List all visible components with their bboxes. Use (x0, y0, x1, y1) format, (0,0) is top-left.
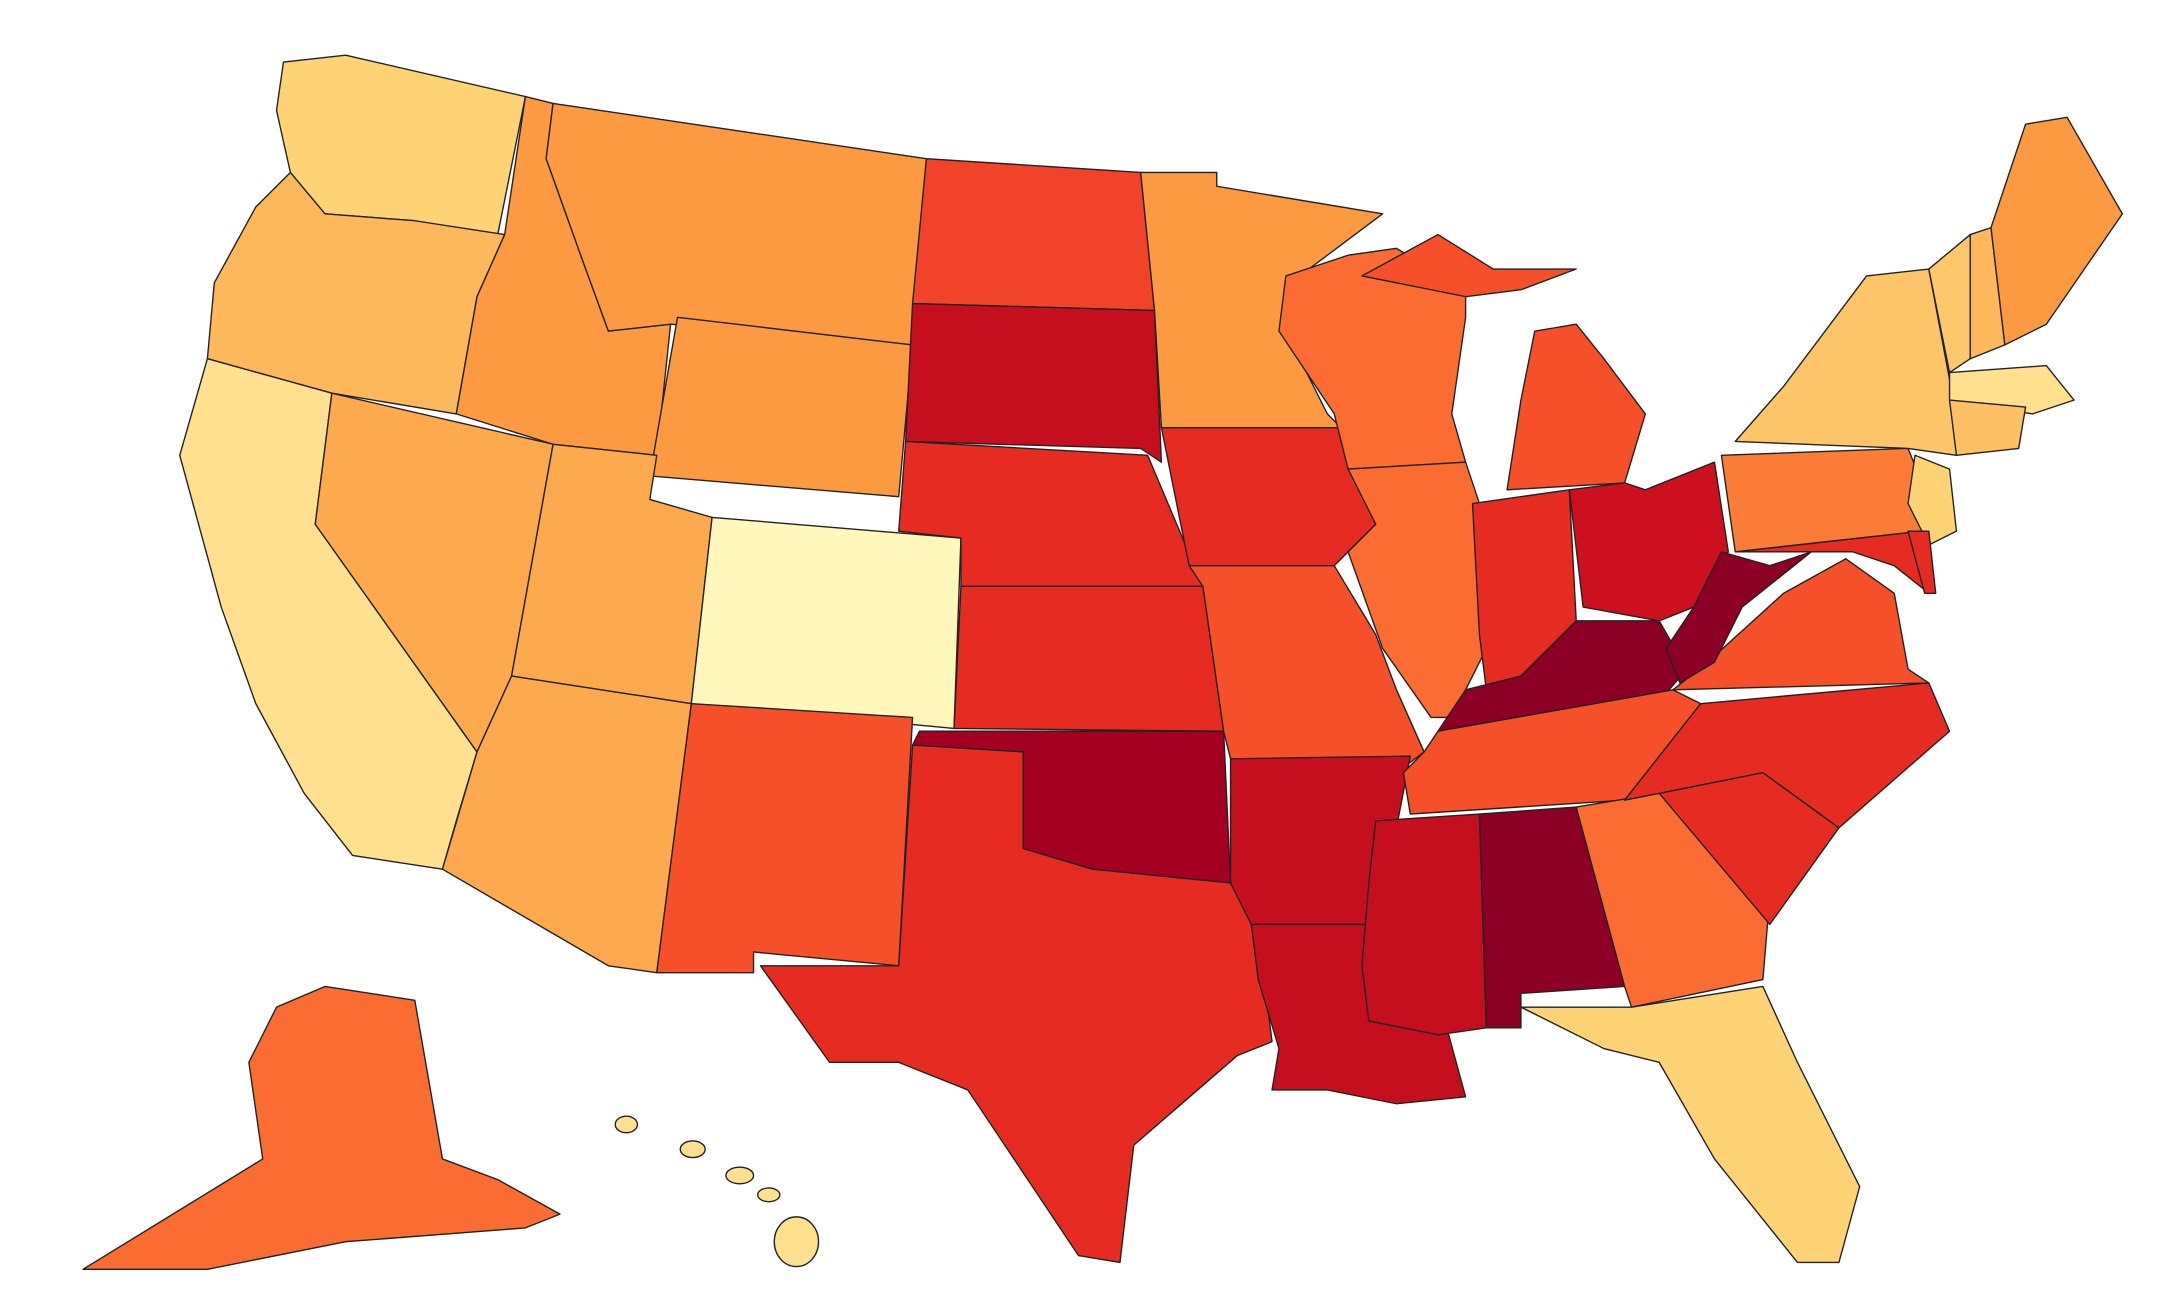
state (1734, 268, 1958, 456)
state (1948, 399, 2027, 456)
state (1907, 454, 1958, 546)
state (1361, 813, 1488, 1036)
state (1278, 247, 1467, 470)
state (1520, 985, 1861, 1264)
state (1568, 461, 1730, 622)
state (953, 585, 1225, 732)
states (82, 54, 2124, 1270)
state (1990, 116, 2124, 346)
state (545, 102, 928, 346)
state (904, 302, 1163, 463)
state (911, 157, 1156, 312)
state (1347, 461, 1488, 719)
state (649, 316, 914, 498)
state (1361, 233, 1647, 491)
state (656, 702, 914, 974)
state (759, 744, 1273, 1264)
state (1402, 689, 1702, 815)
state (1907, 530, 1937, 594)
state (690, 516, 962, 730)
state (614, 1115, 820, 1268)
state (1623, 682, 1951, 829)
state (1948, 364, 2075, 415)
state (82, 985, 561, 1270)
state (1188, 564, 1425, 774)
